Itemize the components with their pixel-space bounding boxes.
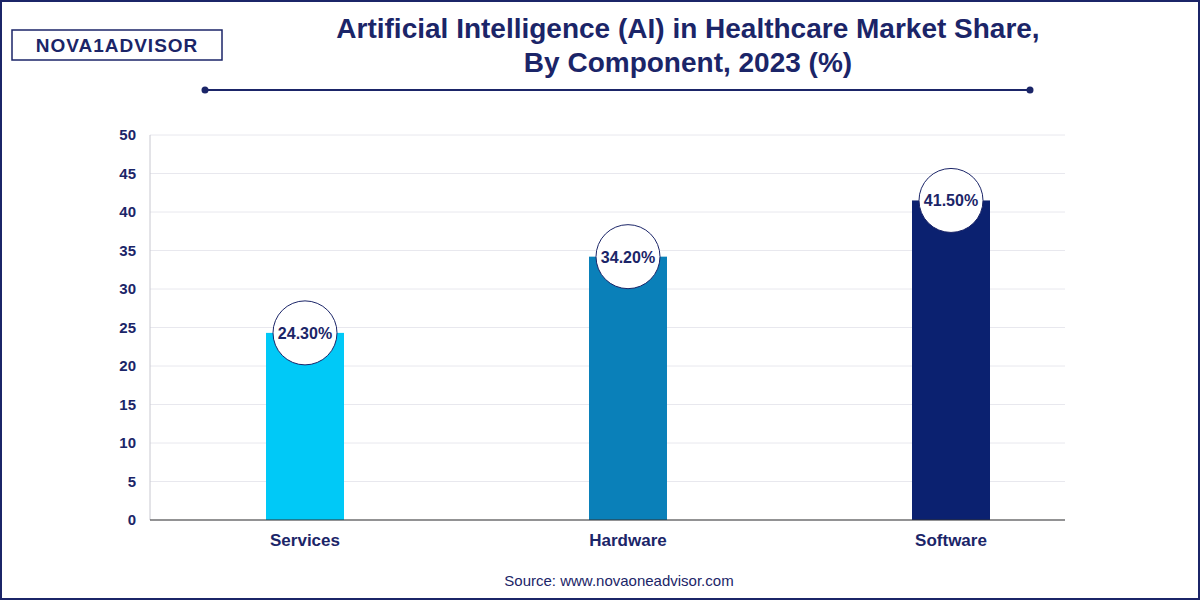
title-line: Artificial Intelligence (AI) in Healthca… (336, 13, 1039, 44)
logo: NOVA1ADVISOR (36, 35, 199, 56)
y-tick-label: 5 (128, 473, 136, 490)
source: Source: www.novaoneadvisor.com (504, 572, 733, 589)
bar (589, 257, 667, 520)
data-label-badge (273, 301, 337, 365)
title: Artificial Intelligence (AI) in Healthca… (336, 13, 1039, 78)
y-tick-label: 15 (119, 396, 136, 413)
data-label: 24.30% (278, 325, 332, 342)
y-tick-label: 40 (119, 203, 136, 220)
title-line: By Component, 2023 (%) (524, 47, 852, 78)
data-label: 41.50% (924, 192, 978, 209)
y-tick-label: 50 (119, 126, 136, 143)
data-labels: 24.30% 34.20% 41.50% (273, 168, 983, 364)
y-tick-label: 25 (119, 319, 136, 336)
y-tick-label: 30 (119, 280, 136, 297)
grid-line (150, 173, 1065, 174)
x-axis (150, 519, 1065, 520)
data-label-badge (596, 225, 660, 289)
y-tick-label: 20 (119, 357, 136, 374)
x-tick-label: Hardware (589, 531, 666, 550)
logo-box (12, 30, 222, 60)
y-tick-label: 0 (128, 511, 136, 528)
data-label-badge (919, 168, 983, 232)
y-tick-label: 35 (119, 242, 136, 259)
chart: NOVA1ADVISOR Artificial Intelligence (AI)… (0, 0, 1200, 600)
title-rule (205, 89, 1030, 91)
x-tick-label: Services (270, 531, 340, 550)
data-label: 34.20% (601, 249, 655, 266)
title-rule-dot (1027, 87, 1034, 94)
x-tick-label: Software (915, 531, 987, 550)
grid-line (150, 520, 1065, 521)
bars (266, 200, 990, 520)
y-axis (150, 135, 151, 520)
bar (912, 200, 990, 520)
grid-line (150, 135, 1065, 136)
y-tick-label: 10 (119, 434, 136, 451)
title-rule-dot (202, 87, 209, 94)
y-tick-label: 45 (119, 165, 136, 182)
frame (1, 1, 1199, 599)
